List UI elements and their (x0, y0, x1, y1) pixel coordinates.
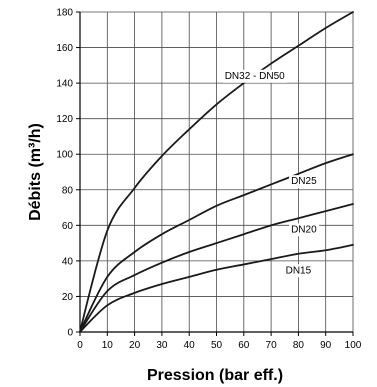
axes (76, 11, 354, 336)
grid-lines (80, 11, 354, 332)
y-tick-label: 60 (62, 221, 74, 232)
series-label-background (289, 223, 320, 237)
x-axis-title: Pression (bar eff.) (147, 367, 283, 384)
x-tick-label: 100 (345, 340, 362, 351)
x-tick-label: 20 (129, 340, 141, 351)
series-label: DN25 (291, 176, 317, 187)
x-tick-label: 80 (293, 340, 305, 351)
series-curve (79, 11, 354, 333)
y-tick-label: 20 (62, 292, 74, 303)
y-tick-label: 160 (56, 43, 73, 54)
x-tick-label: 40 (184, 340, 196, 351)
x-tick-label: 10 (102, 340, 114, 351)
y-tick-label: 0 (67, 328, 73, 339)
tick-labels: 0 10 20 30 40 50 60 70 80 90 100 0 20 40 60 80 100 120 140… (56, 8, 361, 352)
series-label: DN32 - DN50 (225, 71, 285, 82)
x-tick-label: 50 (211, 340, 223, 351)
x-tick-label: 60 (238, 340, 250, 351)
series-curve (79, 153, 354, 333)
x-tick-label: 30 (156, 340, 168, 351)
series-label-background (222, 69, 288, 83)
y-tick-label: 100 (56, 150, 73, 161)
y-tick-label: 140 (56, 79, 73, 90)
series-curve (79, 203, 354, 333)
series-label-background (289, 175, 320, 189)
y-tick-label: 180 (56, 8, 73, 19)
x-tick-label: 90 (320, 340, 332, 351)
x-tick-label: 70 (266, 340, 278, 351)
series-label: DN20 (291, 224, 317, 235)
y-tick-label: 120 (56, 114, 73, 125)
series-label: DN15 (286, 265, 312, 276)
series-label-background (283, 264, 314, 278)
series-curve (79, 243, 354, 333)
y-tick-label: 80 (62, 185, 74, 196)
series-curves (79, 11, 354, 333)
x-tick-label: 0 (77, 340, 83, 351)
series-labels: DN32 - DN50 DN25 DN20 DN15 (222, 69, 320, 278)
y-axis-title: Débits (m³/h) (27, 123, 44, 221)
y-tick-label: 40 (62, 256, 74, 267)
